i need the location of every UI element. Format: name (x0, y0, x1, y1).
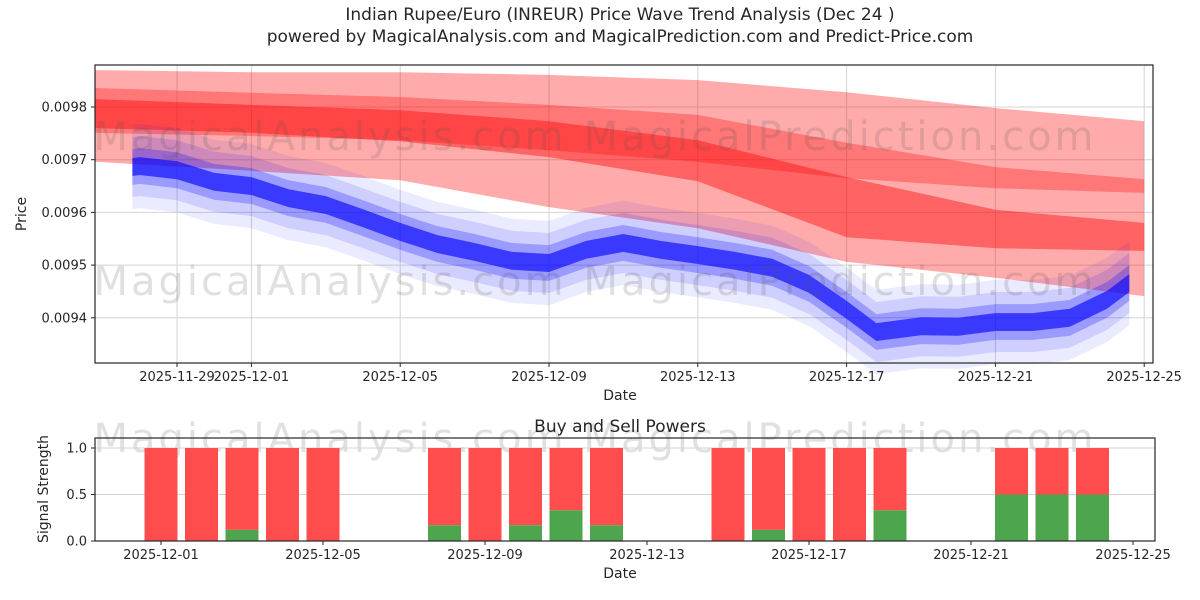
sell-power-bar (185, 448, 218, 541)
sell-power-bar (549, 448, 583, 511)
sell-power-bar (1035, 448, 1069, 495)
x-tick-label: 2025-12-17 (771, 548, 847, 563)
buy-power-bar (995, 494, 1028, 541)
sell-power-bar (225, 448, 259, 530)
sell-power-bar (711, 448, 745, 541)
buy-power-bar (428, 525, 461, 541)
watermark-text: MagicalPrediction.com (584, 259, 1097, 305)
buy-power-bar (549, 510, 583, 541)
buy-power-bar (225, 529, 259, 541)
red-outer-prediction-band (95, 70, 1145, 297)
signal-plot-border (94, 437, 1156, 542)
y-tick-label: 0.5 (66, 488, 87, 503)
red-mid-prediction-band (95, 88, 1145, 193)
x-tick-label: 2025-12-01 (123, 548, 199, 563)
buy-power-bar (1076, 494, 1109, 541)
signal-panel-title: Buy and Sell Powers (534, 417, 706, 437)
sell-power-bar (306, 448, 340, 541)
y-tick-label: 0.0098 (42, 101, 88, 116)
sell-power-bar (873, 448, 907, 511)
sell-power-bar (428, 448, 461, 526)
buy-power-bar (590, 525, 623, 541)
watermark-text: MagicalAnalysis.com (93, 114, 566, 160)
sell-power-bar (833, 448, 866, 541)
signal-yaxis-label: Signal Strength (36, 434, 52, 544)
y-tick-label: 0.0094 (42, 311, 88, 326)
buy-power-bar (509, 525, 542, 541)
x-tick-label: 2025-12-21 (933, 548, 1009, 563)
sell-power-bar (144, 448, 178, 541)
price-yaxis-label: Price (14, 196, 30, 232)
y-tick-label: 0.0097 (42, 153, 88, 168)
blue-wave-layer-3 (132, 157, 1130, 341)
figure-title: Indian Rupee/Euro (INREUR) Price Wave Tr… (345, 5, 895, 25)
price-xaxis-label: Date (603, 388, 637, 404)
price-plot-border (94, 64, 1154, 364)
x-tick-label: 2025-12-05 (285, 548, 361, 563)
signal-xaxis-label: Date (603, 566, 637, 582)
y-tick-label: 0.0095 (42, 259, 88, 274)
sell-power-bar (792, 448, 826, 541)
x-tick-label: 2025-12-25 (1106, 370, 1182, 385)
x-tick-label: 2025-12-13 (660, 370, 736, 385)
red-core-prediction-band (95, 99, 1145, 251)
x-tick-label: 2025-12-05 (362, 370, 438, 385)
y-tick-label: 0.0096 (42, 206, 88, 221)
sell-power-bar (995, 448, 1028, 495)
sell-power-bar (468, 448, 502, 541)
buy-power-bar (873, 510, 907, 541)
sell-power-bar (1076, 448, 1109, 495)
x-tick-label: 2025-12-09 (447, 548, 523, 563)
buy-power-bar (1035, 494, 1069, 541)
x-tick-label: 2025-12-13 (609, 548, 685, 563)
buy-power-bar (752, 529, 785, 541)
x-tick-label: 2025-12-17 (809, 370, 885, 385)
x-tick-label: 2025-12-09 (511, 370, 587, 385)
sell-power-bar (752, 448, 785, 530)
watermark-text: MagicalAnalysis.com (93, 259, 566, 305)
sell-power-bar (509, 448, 542, 526)
x-tick-label: 2025-12-01 (214, 370, 290, 385)
figure-subtitle: powered by MagicalAnalysis.com and Magic… (266, 27, 974, 47)
sell-power-bar (266, 448, 299, 541)
x-tick-label: 2025-12-21 (958, 370, 1034, 385)
x-tick-label: 2025-11-29 (139, 370, 215, 385)
y-tick-label: 1.0 (66, 442, 87, 457)
y-tick-label: 0.0 (66, 535, 87, 550)
sell-power-bar (590, 448, 623, 526)
x-tick-label: 2025-12-25 (1095, 548, 1171, 563)
watermark-text: MagicalPrediction.com (584, 114, 1097, 160)
